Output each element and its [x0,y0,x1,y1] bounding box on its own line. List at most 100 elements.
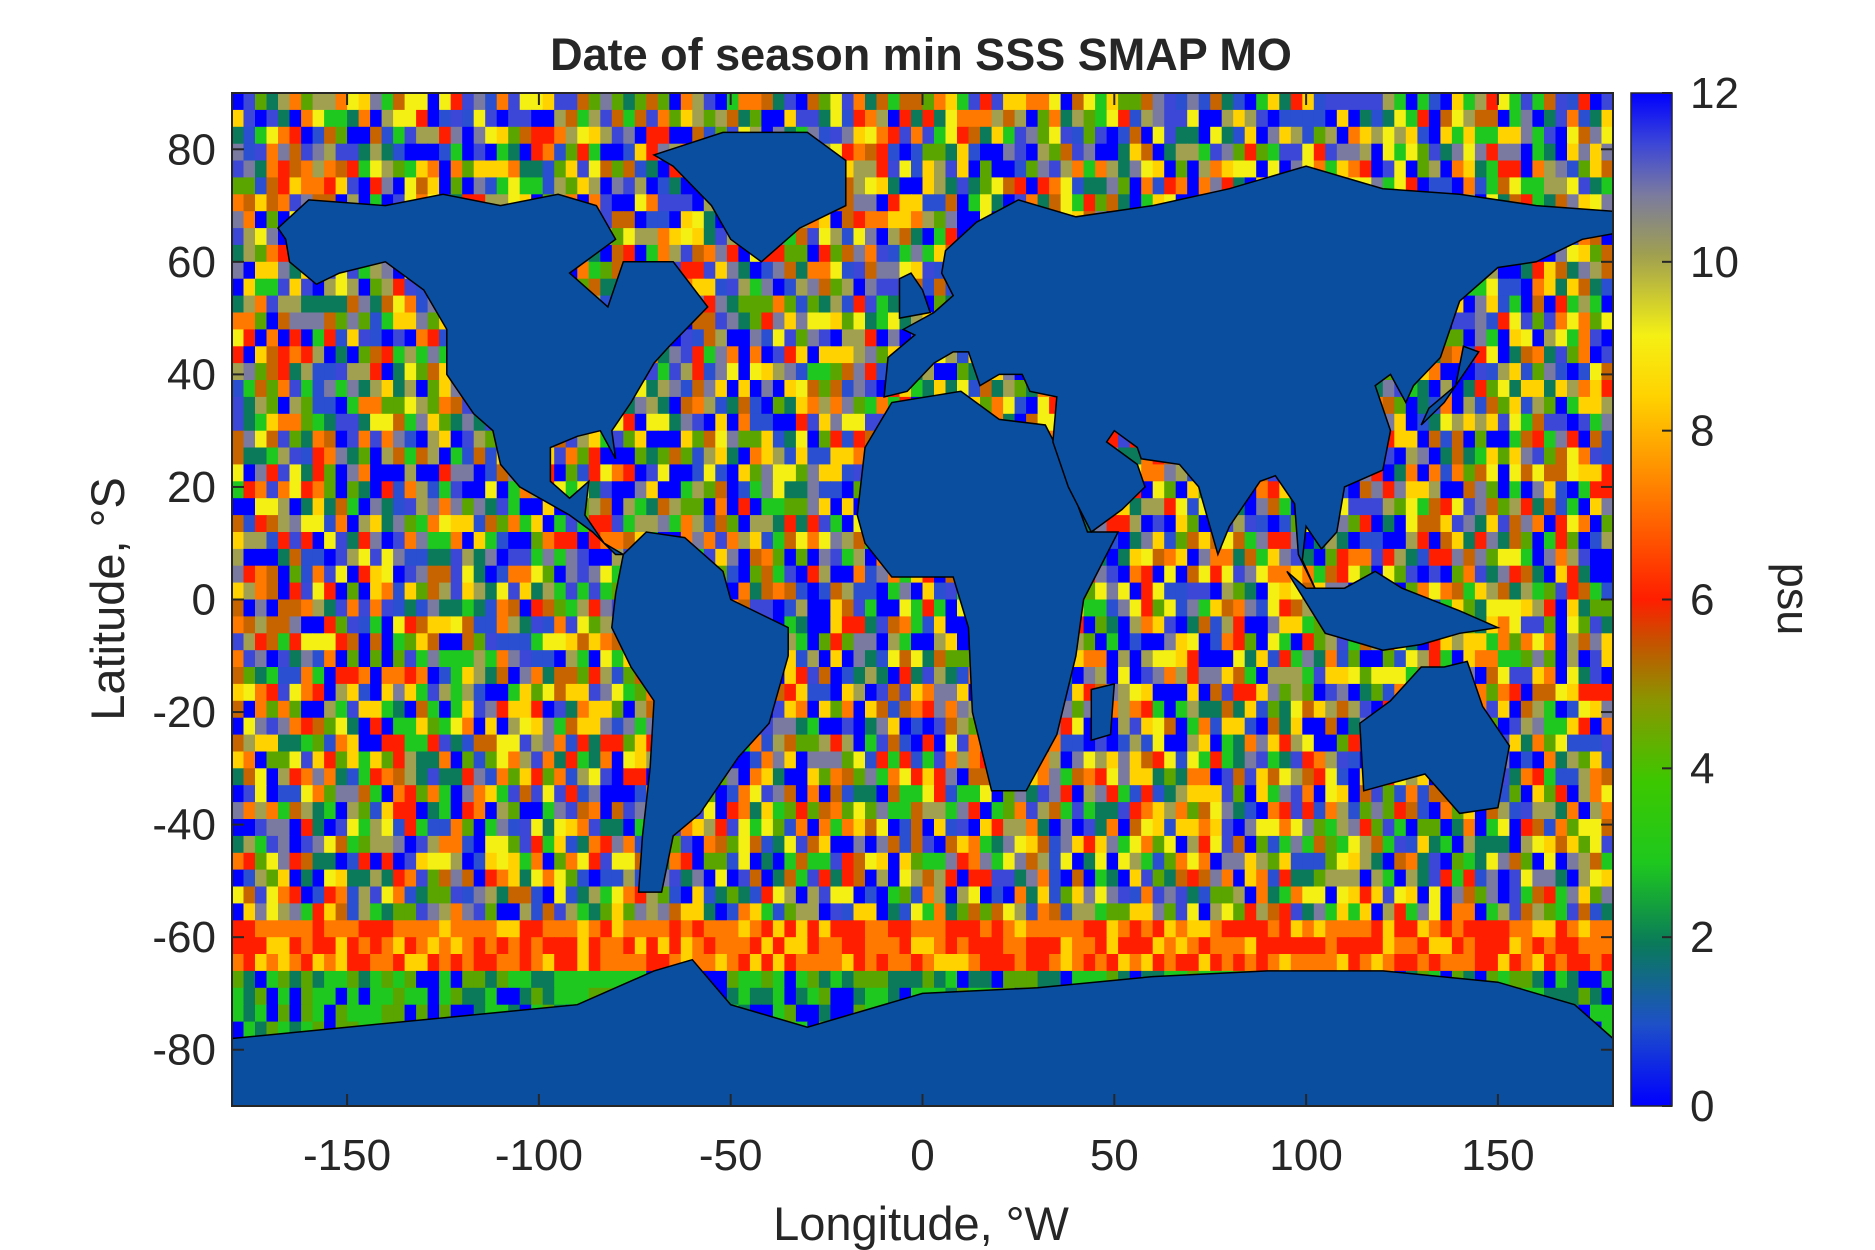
salinity-cell [1267,616,1280,634]
salinity-cell [600,515,613,533]
salinity-cell [1129,751,1142,769]
salinity-cell [324,532,337,550]
salinity-cell [934,667,947,685]
salinity-cell [1003,396,1016,415]
salinity-cell [404,464,417,482]
salinity-cell [1497,126,1510,145]
salinity-cell [1187,143,1200,162]
salinity-cell [255,481,268,499]
salinity-cell [1152,700,1165,719]
salinity-cell [715,430,728,449]
salinity-cell [577,683,590,702]
salinity-cell [381,93,394,111]
salinity-cell [1532,633,1545,651]
salinity-cell [957,194,970,212]
salinity-cell [358,616,371,634]
salinity-cell [865,565,878,584]
salinity-cell [496,683,509,702]
salinity-cell [473,464,486,482]
salinity-cell [1486,683,1499,702]
salinity-cell [1198,734,1211,753]
salinity-cell [991,194,1004,212]
salinity-cell [1486,464,1499,482]
salinity-cell [611,109,624,128]
salinity-cell [335,363,348,381]
salinity-cell [611,717,624,736]
salinity-cell [922,228,935,246]
salinity-cell [934,160,947,178]
salinity-cell [922,633,935,651]
salinity-cell [278,633,291,651]
salinity-cell [1244,515,1257,533]
salinity-cell [243,346,256,364]
salinity-cell [427,312,440,330]
salinity-cell [289,498,302,516]
salinity-cell [1290,683,1303,702]
salinity-cell [876,211,889,229]
salinity-cell [968,785,981,803]
salinity-cell [416,532,429,550]
salinity-cell [1049,785,1062,803]
salinity-cell [1544,312,1557,330]
salinity-cell [255,565,268,584]
salinity-cell [1141,599,1154,617]
salinity-cell [1474,295,1487,314]
salinity-cell [542,548,555,567]
salinity-cell [1428,498,1441,516]
salinity-cell [1233,532,1246,550]
salinity-cell [427,346,440,364]
salinity-cell [703,278,716,297]
salinity-cell [462,582,475,601]
salinity-cell [830,616,843,634]
salinity-cell [646,515,659,533]
salinity-cell [1244,734,1257,753]
salinity-cell [1141,93,1154,111]
salinity-cell [1417,464,1430,482]
salinity-cell [393,143,406,162]
salinity-cell [289,548,302,567]
salinity-cell [416,515,429,533]
salinity-cell [485,548,498,567]
salinity-cell [588,582,601,601]
salinity-cell [588,667,601,685]
salinity-cell [1544,599,1557,617]
salinity-cell [347,177,360,195]
salinity-cell [393,93,406,111]
salinity-cell [1532,532,1545,550]
salinity-cell [588,650,601,668]
salinity-cell [1187,177,1200,195]
salinity-cell [934,616,947,634]
salinity-cell [404,785,417,803]
salinity-cell [542,633,555,651]
salinity-cell [1567,498,1580,516]
salinity-cell [807,261,820,280]
salinity-cell [1590,481,1603,499]
salinity-cell [1394,143,1407,162]
salinity-cell [370,126,383,145]
salinity-cell [1302,717,1315,736]
salinity-cell [393,768,406,786]
salinity-cell [795,532,808,550]
salinity-cell [1187,109,1200,128]
salinity-cell [462,498,475,516]
salinity-cell [1520,430,1533,449]
salinity-cell [1544,582,1557,601]
salinity-cell [588,734,601,753]
salinity-cell [1256,548,1269,567]
salinity-cell [738,413,751,432]
salinity-cell [853,751,866,769]
salinity-cell [473,785,486,803]
salinity-cell [1590,464,1603,482]
salinity-cell [761,93,774,111]
salinity-cell [1486,329,1499,347]
salinity-cell [818,363,831,381]
salinity-cell [324,700,337,719]
salinity-cell [370,616,383,634]
salinity-cell [1486,160,1499,178]
salinity-cell [911,785,924,803]
salinity-cell [1555,464,1568,482]
salinity-cell [1578,599,1591,617]
salinity-cell [393,548,406,567]
salinity-cell [1325,126,1338,145]
salinity-cell [358,582,371,601]
